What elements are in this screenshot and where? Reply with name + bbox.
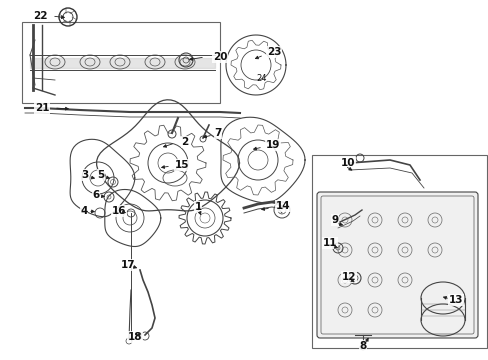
Text: 16: 16 [112, 206, 126, 216]
Text: 2: 2 [181, 137, 188, 147]
Text: 18: 18 [127, 332, 142, 342]
FancyBboxPatch shape [316, 192, 477, 338]
Text: 11: 11 [322, 238, 337, 248]
Text: 15: 15 [174, 160, 189, 170]
Bar [311, 155, 486, 348]
Text: 24: 24 [256, 73, 267, 82]
Text: 14: 14 [275, 201, 290, 211]
Text: 23: 23 [266, 47, 281, 57]
Text: 3: 3 [81, 170, 88, 180]
Text: 19: 19 [265, 140, 280, 150]
Text: 6: 6 [92, 190, 100, 200]
Text: 21: 21 [35, 103, 49, 113]
Text: 22: 22 [33, 11, 47, 21]
Text: 20: 20 [212, 52, 227, 62]
Text: 7: 7 [214, 128, 221, 138]
Text: 5: 5 [97, 170, 104, 180]
Text: 13: 13 [448, 295, 462, 305]
Text: 4: 4 [80, 206, 87, 216]
Text: 1: 1 [194, 202, 201, 212]
Text: 17: 17 [121, 260, 135, 270]
Text: 12: 12 [341, 272, 356, 282]
Bar [22, 22, 220, 103]
Text: 9: 9 [331, 215, 338, 225]
Text: 10: 10 [340, 158, 354, 168]
Text: 8: 8 [359, 341, 366, 351]
